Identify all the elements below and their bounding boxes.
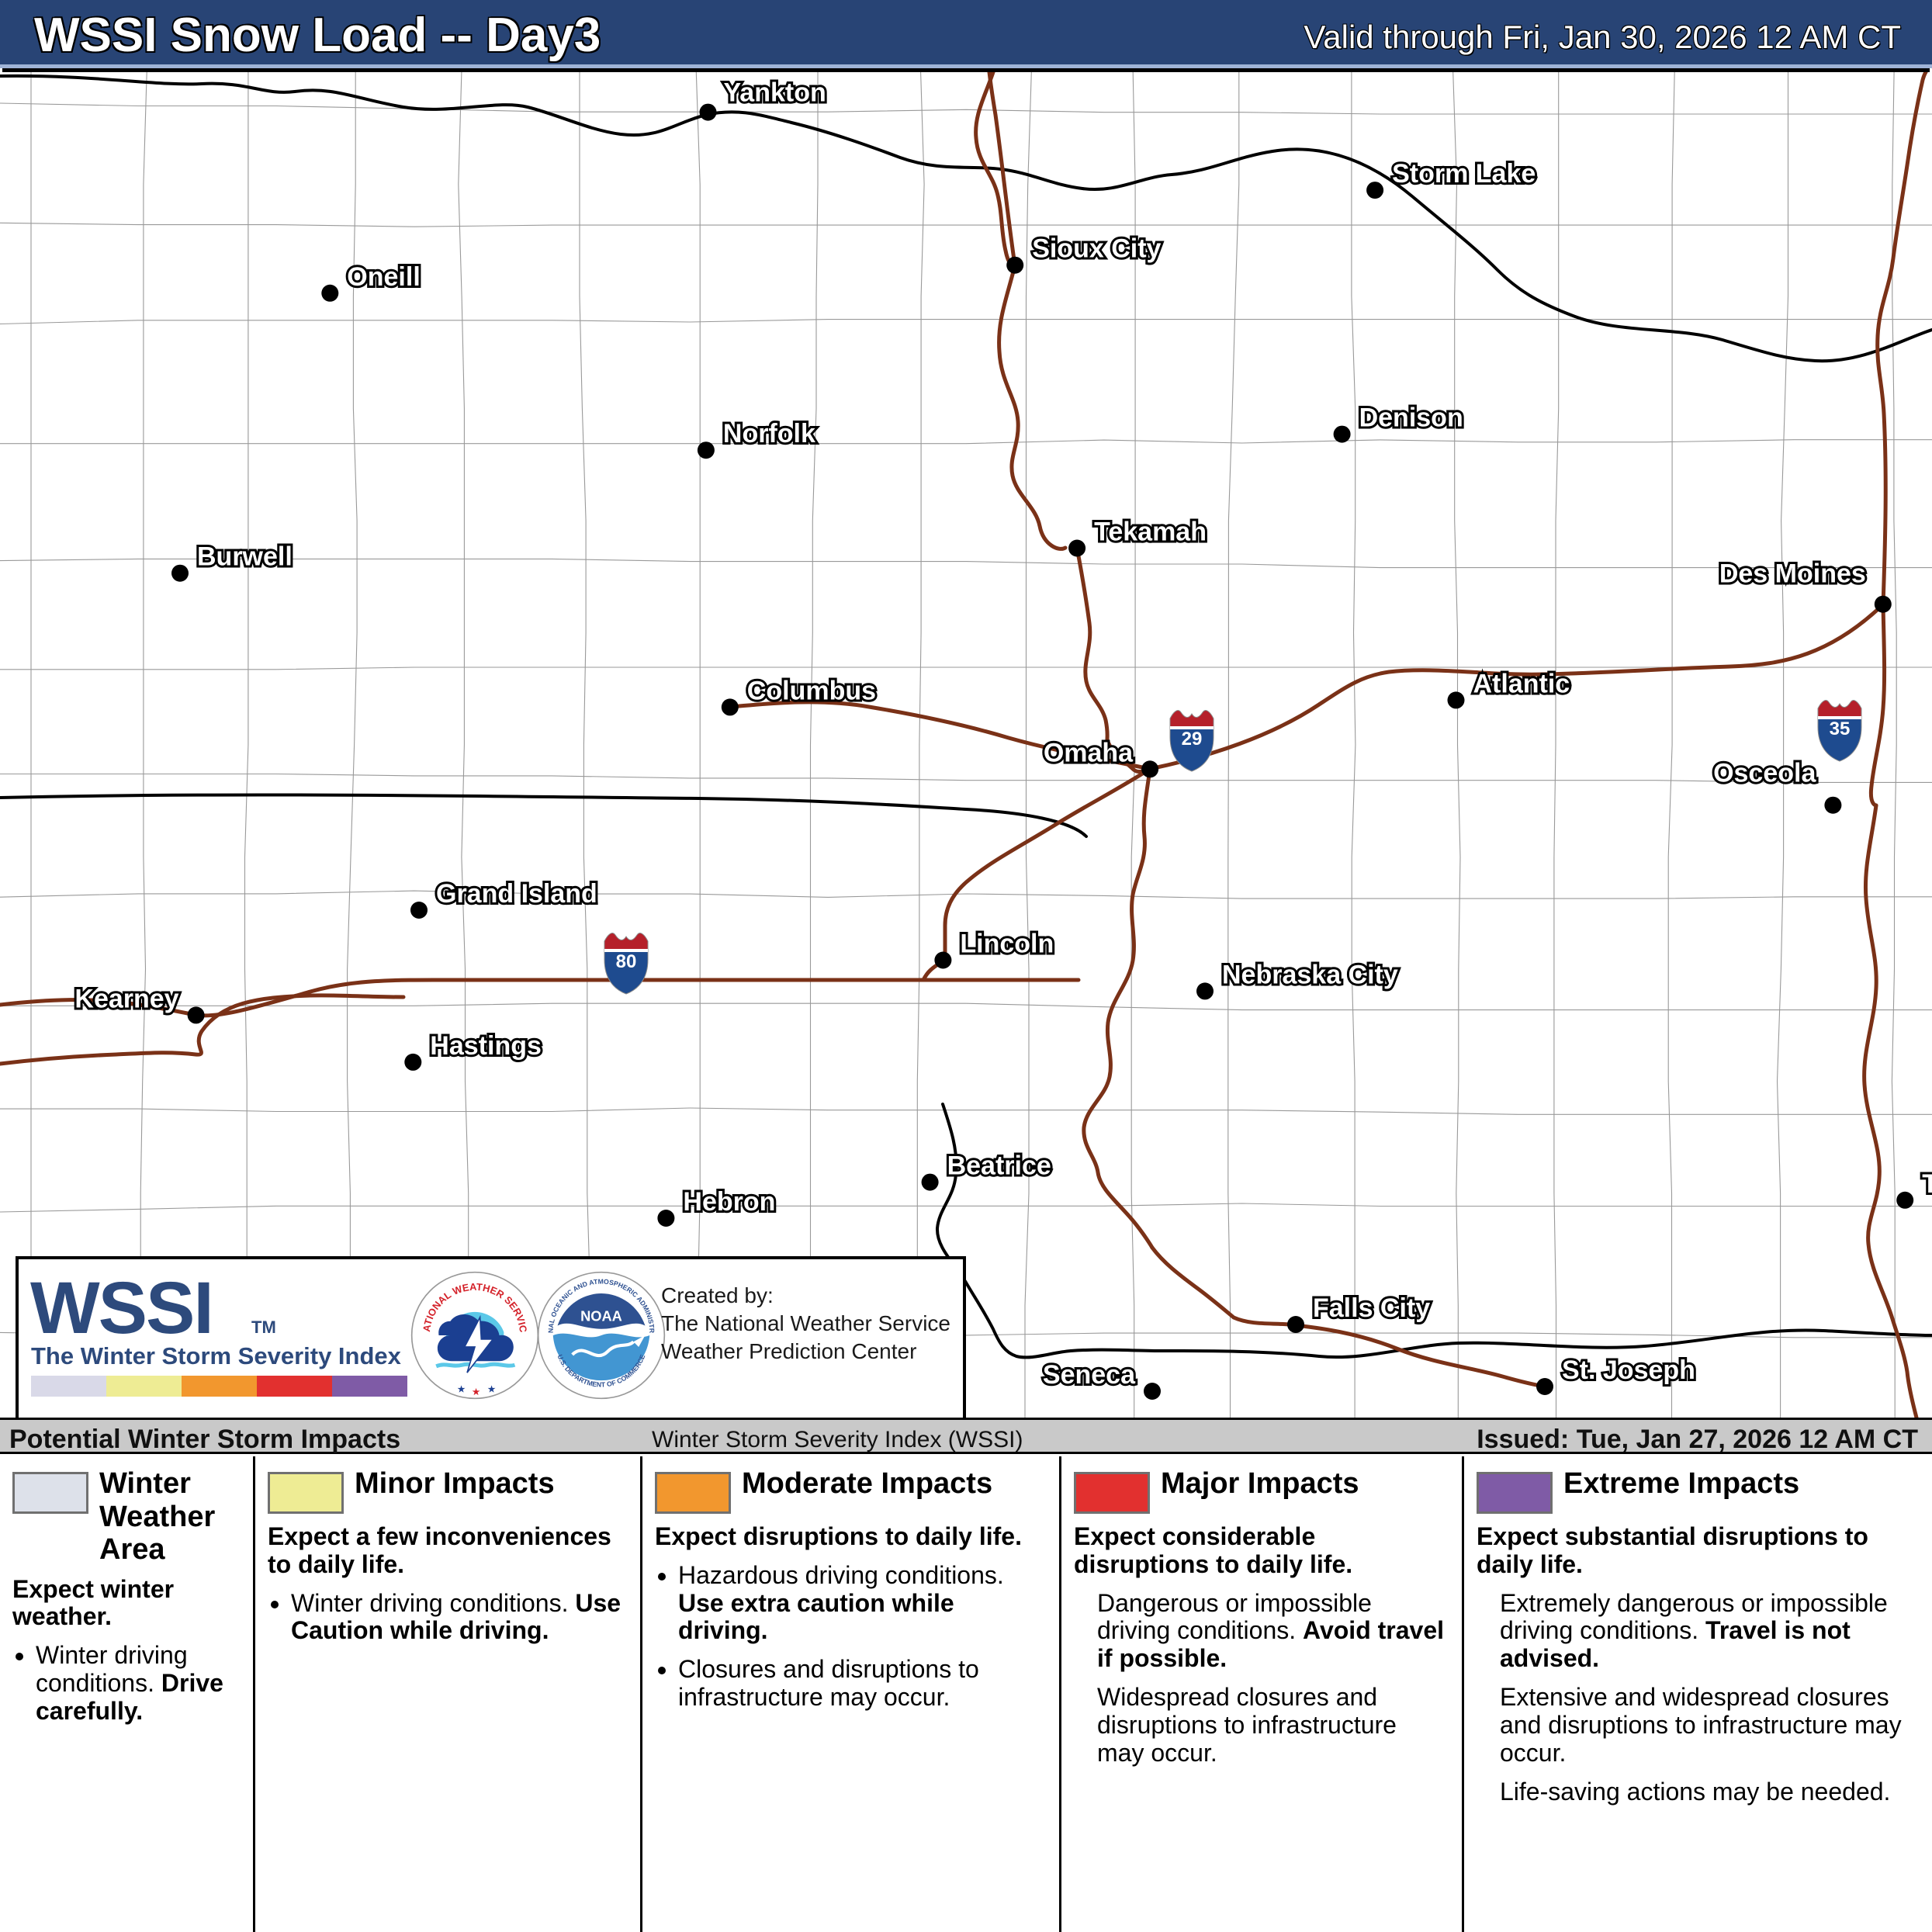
svg-text:Columbus: Columbus [747, 676, 876, 705]
svg-text:Grand Island: Grand Island [436, 879, 597, 909]
svg-text:Falls City: Falls City [1313, 1293, 1430, 1323]
svg-text:★: ★ [473, 1387, 480, 1397]
svg-text:Des Moines: Des Moines [1719, 559, 1866, 589]
svg-text:Osceola: Osceola [1713, 759, 1816, 788]
svg-text:The Winter Storm Severity Inde: The Winter Storm Severity Index [31, 1342, 402, 1369]
svg-text:Lincoln: Lincoln [960, 930, 1054, 959]
svg-text:Trenton: Trenton [1922, 1169, 1932, 1199]
svg-text:St. Joseph: St. Joseph [1562, 1356, 1695, 1385]
svg-text:TM: TM [251, 1317, 276, 1337]
svg-text:80: 80 [616, 951, 637, 972]
svg-text:Kearney: Kearney [74, 984, 178, 1013]
svg-text:Sioux City: Sioux City [1032, 234, 1161, 264]
svg-text:35: 35 [1830, 718, 1851, 739]
svg-text:Oneill: Oneill [347, 262, 420, 292]
svg-text:Tekamah: Tekamah [1094, 518, 1207, 547]
svg-text:Seneca: Seneca [1043, 1360, 1136, 1390]
svg-text:The National Weather Service: The National Weather Service [661, 1311, 950, 1335]
svg-text:Hebron: Hebron [683, 1187, 775, 1217]
svg-text:Weather Prediction Center: Weather Prediction Center [661, 1339, 916, 1363]
svg-text:29: 29 [1182, 729, 1203, 750]
svg-text:★: ★ [488, 1385, 496, 1394]
svg-text:Hastings: Hastings [430, 1031, 542, 1061]
svg-text:Burwell: Burwell [197, 542, 293, 572]
svg-text:NOAA: NOAA [580, 1308, 622, 1324]
svg-text:Denison: Denison [1359, 403, 1463, 433]
svg-text:Created by:: Created by: [661, 1283, 774, 1307]
svg-text:Norfolk: Norfolk [723, 419, 815, 448]
svg-text:Yankton: Yankton [724, 78, 826, 108]
svg-text:Nebraska City: Nebraska City [1222, 960, 1398, 989]
svg-text:Atlantic: Atlantic [1473, 669, 1570, 698]
svg-text:WSSI: WSSI [30, 1267, 213, 1349]
svg-text:★: ★ [458, 1385, 466, 1394]
svg-text:Omaha: Omaha [1044, 738, 1134, 767]
svg-text:Storm Lake: Storm Lake [1392, 159, 1536, 189]
svg-text:Beatrice: Beatrice [947, 1151, 1051, 1181]
